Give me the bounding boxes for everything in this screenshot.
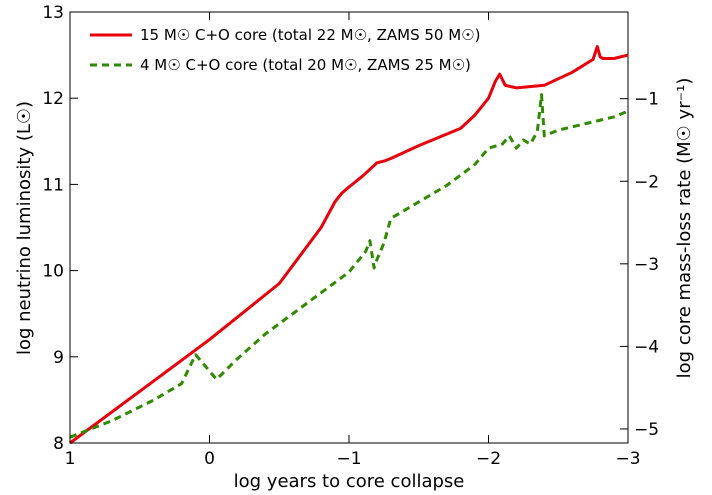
- legend-label-2: 4 M☉ C+O core (total 20 M☉, ZAMS 25 M☉): [140, 56, 471, 74]
- x-axis-label: log years to core collapse: [234, 471, 465, 492]
- legend-label-1: 15 M☉ C+O core (total 22 M☉, ZAMS 50 M☉): [140, 26, 480, 44]
- legend: 15 M☉ C+O core (total 22 M☉, ZAMS 50 M☉)…: [90, 26, 480, 74]
- y-left-tick-label: 8: [53, 434, 64, 454]
- x-tick-label: −2: [476, 449, 501, 469]
- y-right-tick-label: −5: [634, 420, 659, 440]
- plot-frame: [69, 11, 629, 444]
- y-left-tick-label: 9: [53, 348, 64, 368]
- y-axis-left-label: log neutrino luminosity (L☉): [14, 101, 35, 355]
- y-right-tick-label: −2: [634, 172, 659, 192]
- y-left-tick-label: 13: [42, 3, 64, 23]
- x-tick-label: −3: [615, 449, 640, 469]
- y-left-tick-label: 10: [42, 262, 64, 282]
- x-tick-label: −1: [336, 449, 361, 469]
- y-right-tick-label: −3: [634, 255, 659, 275]
- series-line-1: [69, 45, 629, 445]
- x-tick-label: 0: [204, 449, 215, 469]
- y-right-tick-label: −1: [634, 90, 659, 110]
- y-right-tick-label: −4: [634, 337, 659, 357]
- series-layer: [69, 45, 629, 445]
- y-left-tick-label: 11: [42, 175, 64, 195]
- y-left-tick-label: 12: [42, 89, 64, 109]
- series-line-2: [69, 93, 629, 439]
- x-tick-label: 1: [65, 449, 76, 469]
- y-axis-right-label: log core mass-loss rate (M☉ yr⁻¹): [674, 78, 695, 379]
